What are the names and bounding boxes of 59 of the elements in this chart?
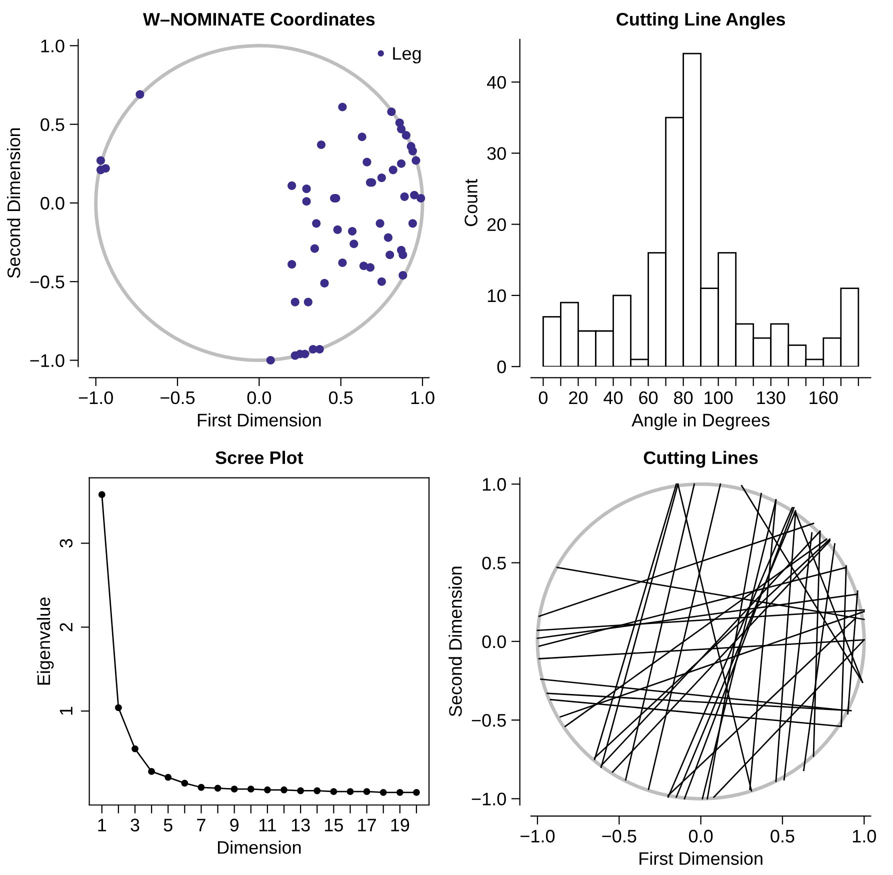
x-tick-label: 0.0 (247, 391, 272, 404)
x-tick-label: 0.5 (328, 391, 353, 404)
y-tick-label: 0.5 (40, 118, 64, 132)
chart-title: W–NOMINATE Coordinates (142, 12, 375, 26)
x-tick-label: 7 (197, 818, 206, 832)
x-tick-label: 19 (391, 818, 410, 832)
x-tick-label: 40 (604, 391, 623, 404)
x-tick-label: 3 (130, 818, 140, 832)
x-tick-label: 130 (757, 391, 786, 404)
x-tick-label: 60 (639, 391, 658, 404)
x-axis-title: Angle in Degrees (632, 413, 770, 430)
y-axis-title: Count (464, 179, 478, 226)
y-tick-label: 0 (497, 360, 506, 374)
x-tick-label: −1.0 (78, 391, 113, 404)
x-tick-label: 0.0 (688, 830, 713, 843)
chart-title: Scree Plot (216, 450, 304, 464)
y-tick-label: 40 (486, 76, 506, 89)
y-tick-label: −1.0 (30, 354, 64, 367)
y-tick-label: 0.0 (40, 196, 64, 210)
x-tick-label: −0.5 (602, 830, 636, 843)
x-tick-label: 20 (569, 391, 588, 404)
y-axis-title: Eigenvalue (36, 598, 54, 685)
y-tick-label: 30 (487, 147, 506, 160)
y-tick-label: 3 (60, 539, 73, 548)
y-tick-label: 0.0 (482, 635, 506, 648)
x-tick-label: 160 (810, 391, 838, 404)
x-axis-title: First Dimension (640, 852, 762, 865)
chart-title: Cutting Line Angles (616, 12, 785, 30)
x-tick-label: 100 (704, 391, 733, 404)
x-tick-label: 1.0 (411, 391, 434, 404)
chart-title: Cutting Lines (644, 450, 758, 468)
y-axis-title: Second Dimension (448, 566, 462, 716)
y-tick-label: 20 (487, 218, 506, 232)
y-tick-label: −0.5 (472, 714, 506, 727)
x-tick-label: −0.5 (160, 391, 195, 404)
y-tick-label: 1.0 (482, 478, 506, 491)
y-axis-title: Second Dimension (6, 128, 20, 278)
y-tick-label: 0.5 (482, 556, 506, 570)
x-tick-label: 9 (230, 818, 238, 832)
x-tick-label: 1 (98, 818, 106, 832)
x-tick-label: 80 (674, 391, 693, 404)
x-tick-label: 15 (325, 818, 343, 832)
x-tick-label: 1.0 (852, 830, 876, 843)
x-tick-label: 11 (259, 818, 276, 832)
legend-label: Leg (393, 47, 421, 64)
x-tick-label: −1.0 (520, 830, 555, 843)
x-axis-title: First Dimension (198, 413, 321, 427)
y-tick-label: 1.0 (41, 40, 64, 52)
x-tick-label: 13 (292, 818, 310, 832)
x-tick-label: 0 (538, 391, 548, 404)
x-axis-title: Dimension (218, 840, 301, 854)
x-tick-label: 17 (358, 818, 376, 832)
x-tick-label: 5 (164, 818, 172, 832)
y-tick-label: −1.0 (472, 792, 506, 806)
y-tick-label: 2 (60, 623, 72, 632)
x-tick-label: 0.5 (770, 830, 794, 843)
y-tick-label: −0.5 (30, 276, 64, 288)
y-tick-label: 10 (488, 289, 506, 302)
y-tick-label: 1 (60, 706, 72, 715)
